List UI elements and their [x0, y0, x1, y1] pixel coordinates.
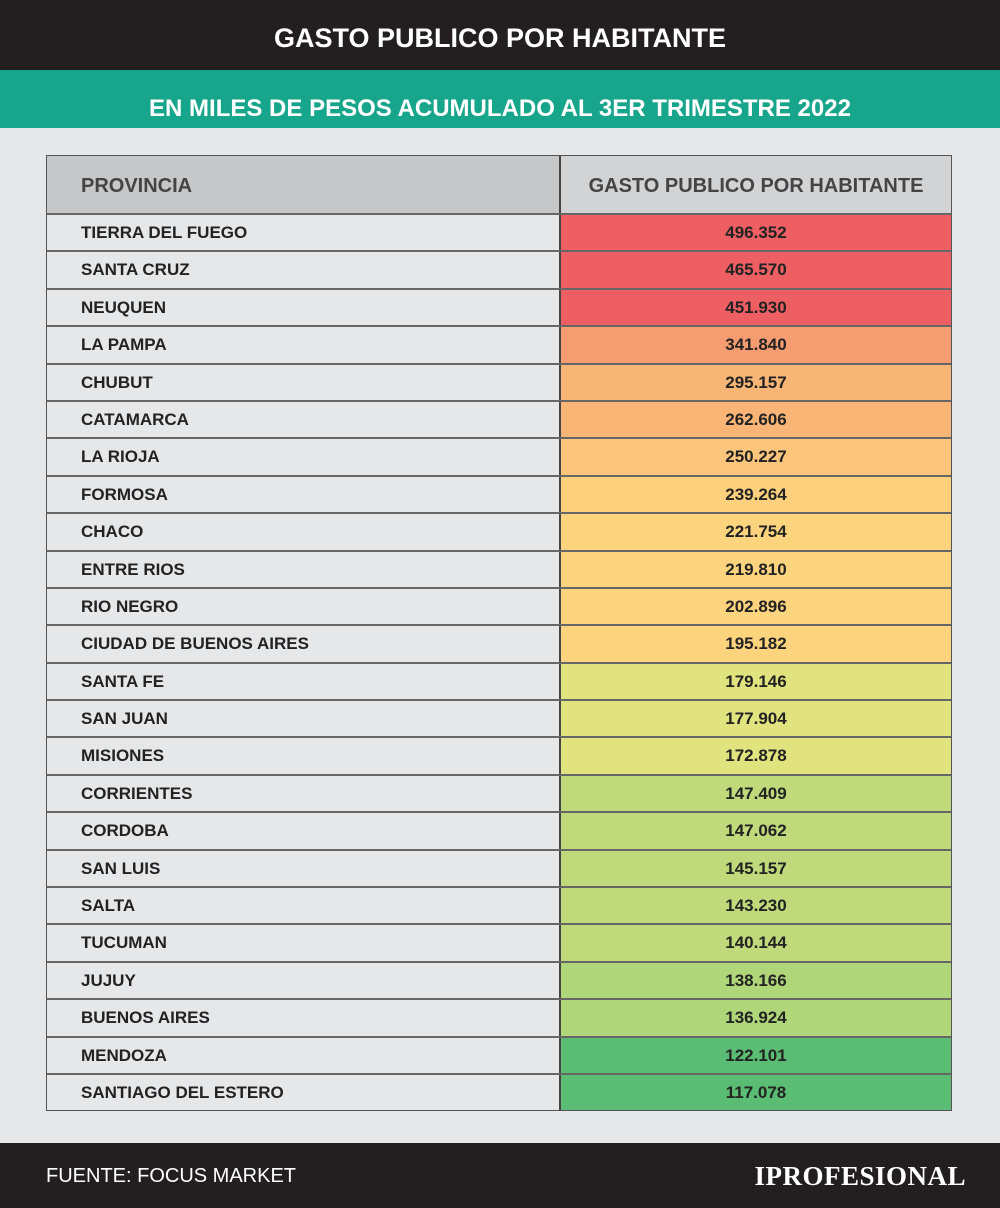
- table-row: SANTA CRUZ 465.570: [47, 250, 951, 288]
- value-cell: 496.352: [559, 215, 951, 251]
- subtitle: EN MILES DE PESOS ACUMULADO AL 3ER TRIME…: [0, 70, 1000, 128]
- province-cell: SANTA FE: [47, 663, 559, 700]
- province-cell: ENTRE RIOS: [47, 551, 559, 587]
- province-cell: CHACO: [47, 514, 559, 550]
- province-cell: SANTA CRUZ: [47, 252, 559, 288]
- table-row: NEUQUEN 451.930: [47, 287, 951, 326]
- province-cell: SAN JUAN: [47, 701, 559, 737]
- province-cell: CIUDAD DE BUENOS AIRES: [47, 626, 559, 662]
- value-cell: 172.878: [559, 738, 951, 774]
- province-cell: CORRIENTES: [47, 775, 559, 812]
- value-cell: 202.896: [559, 588, 951, 625]
- value-cell: 219.810: [559, 551, 951, 587]
- province-cell: BUENOS AIRES: [47, 1000, 559, 1036]
- table-row: SALTA 143.230: [47, 886, 951, 924]
- table-row: CORDOBA 147.062: [47, 811, 951, 849]
- table-row: TUCUMAN 140.144: [47, 923, 951, 961]
- province-cell: CHUBUT: [47, 364, 559, 400]
- footer: FUENTE: FOCUS MARKET IPROFESIONAL: [0, 1143, 1000, 1208]
- province-cell: MISIONES: [47, 738, 559, 774]
- province-cell: MENDOZA: [47, 1037, 559, 1073]
- table-row: SAN LUIS 145.157: [47, 848, 951, 887]
- value-cell: 147.062: [559, 813, 951, 849]
- table-row: CHUBUT 295.157: [47, 362, 951, 400]
- table-row: CATAMARCA 262.606: [47, 399, 951, 438]
- brand: IPROFESIONAL: [754, 1161, 966, 1191]
- province-cell: NEUQUEN: [47, 289, 559, 326]
- province-cell: SALTA: [47, 888, 559, 924]
- value-cell: 138.166: [559, 962, 951, 999]
- value-cell: 136.924: [559, 1000, 951, 1036]
- table-row: CIUDAD DE BUENOS AIRES 195.182: [47, 624, 951, 662]
- table-row: LA RIOJA 250.227: [47, 437, 951, 475]
- table-row: RIO NEGRO 202.896: [47, 586, 951, 625]
- value-cell: 117.078: [559, 1074, 951, 1111]
- table-row: LA PAMPA 341.840: [47, 325, 951, 363]
- value-cell: 451.930: [559, 289, 951, 326]
- value-cell: 262.606: [559, 401, 951, 438]
- column-header: GASTO PUBLICO POR HABITANTE: [559, 156, 951, 213]
- table-row: MENDOZA 122.101: [47, 1035, 951, 1073]
- column-header: PROVINCIA: [47, 156, 559, 213]
- province-cell: CORDOBA: [47, 813, 559, 849]
- province-cell: SAN LUIS: [47, 850, 559, 887]
- province-cell: SANTIAGO DEL ESTERO: [47, 1074, 559, 1111]
- table-row: SANTA FE 179.146: [47, 661, 951, 700]
- value-cell: 145.157: [559, 850, 951, 887]
- table-row: JUJUY 138.166: [47, 960, 951, 999]
- table-row: TIERRA DEL FUEGO 496.352: [47, 213, 951, 251]
- title: GASTO PUBLICO POR HABITANTE: [0, 0, 1000, 70]
- table-row: ENTRE RIOS 219.810: [47, 549, 951, 587]
- table-row: FORMOSA 239.264: [47, 474, 951, 513]
- province-cell: JUJUY: [47, 962, 559, 999]
- table-row: SANTIAGO DEL ESTERO 117.078: [47, 1072, 951, 1111]
- table-row: CHACO 221.754: [47, 512, 951, 550]
- table-row: CORRIENTES 147.409: [47, 773, 951, 812]
- province-cell: LA PAMPA: [47, 327, 559, 363]
- table-row: MISIONES 172.878: [47, 736, 951, 774]
- value-cell: 179.146: [559, 663, 951, 700]
- value-cell: 221.754: [559, 514, 951, 550]
- province-cell: TUCUMAN: [47, 925, 559, 961]
- province-cell: CATAMARCA: [47, 401, 559, 438]
- value-cell: 250.227: [559, 439, 951, 475]
- value-cell: 195.182: [559, 626, 951, 662]
- source: FUENTE: FOCUS MARKET: [46, 1165, 297, 1187]
- province-cell: LA RIOJA: [47, 439, 559, 475]
- value-cell: 140.144: [559, 925, 951, 961]
- value-cell: 341.840: [559, 327, 951, 363]
- value-cell: 143.230: [559, 888, 951, 924]
- value-cell: 177.904: [559, 701, 951, 737]
- province-cell: FORMOSA: [47, 476, 559, 513]
- province-cell: TIERRA DEL FUEGO: [47, 215, 559, 251]
- table-header: PROVINCIA GASTO PUBLICO POR HABITANTE: [47, 156, 951, 213]
- value-cell: 147.409: [559, 775, 951, 812]
- table: PROVINCIA GASTO PUBLICO POR HABITANTE TI…: [46, 155, 952, 1112]
- value-cell: 465.570: [559, 252, 951, 288]
- value-cell: 122.101: [559, 1037, 951, 1073]
- province-cell: RIO NEGRO: [47, 588, 559, 625]
- value-cell: 239.264: [559, 476, 951, 513]
- table-row: SAN JUAN 177.904: [47, 699, 951, 737]
- table-row: BUENOS AIRES 136.924: [47, 998, 951, 1036]
- value-cell: 295.157: [559, 364, 951, 400]
